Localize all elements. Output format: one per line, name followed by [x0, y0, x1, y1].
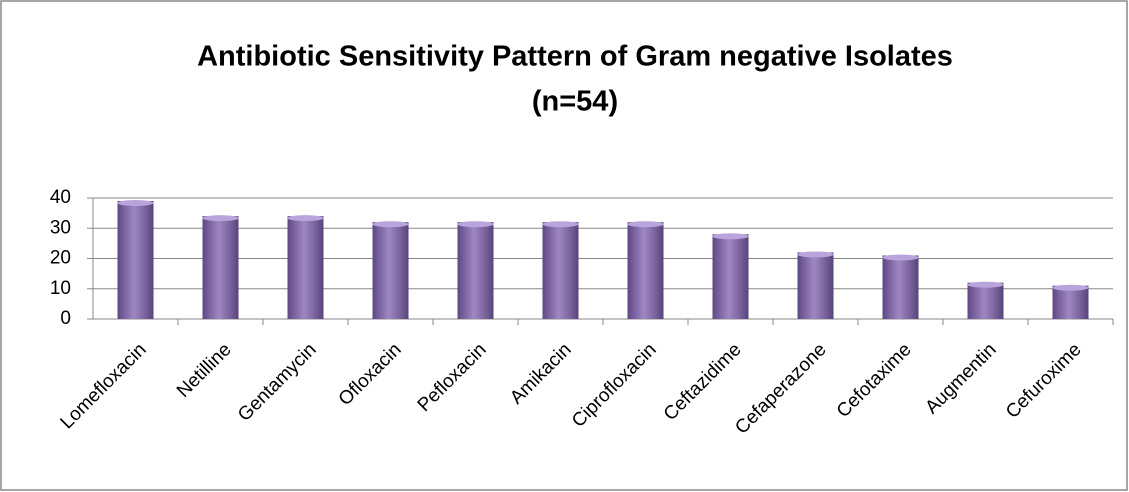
bar-shine	[712, 234, 749, 319]
bar-shine	[457, 222, 494, 319]
y-tick-label: 20	[50, 248, 71, 269]
y-tick-label: 10	[50, 278, 71, 299]
bar-cap	[287, 215, 324, 222]
y-tick-label: 40	[50, 187, 71, 208]
bar-shine	[1052, 285, 1089, 319]
chart-title: Antibiotic Sensitivity Pattern of Gram n…	[197, 41, 953, 73]
bar-shine	[542, 222, 579, 319]
bar-shine	[117, 201, 154, 319]
bar-cap	[627, 221, 664, 228]
bar-cap	[882, 254, 919, 261]
bar-shine	[797, 252, 834, 319]
bar-cap	[117, 200, 154, 207]
bar-cap	[967, 281, 1004, 288]
bar-cap	[202, 215, 239, 222]
y-tick-label: 30	[50, 217, 71, 238]
bar-cap	[457, 221, 494, 228]
bar-shine	[202, 216, 239, 319]
bar-cap	[712, 233, 749, 240]
bar-shine	[967, 282, 1004, 319]
bar-cap	[797, 251, 834, 258]
bar-shine	[287, 216, 324, 319]
bar-cap	[1052, 284, 1089, 291]
y-tick-label: 0	[60, 308, 71, 329]
bar-shine	[372, 222, 409, 319]
chart-title: (n=54)	[532, 86, 618, 118]
bar-shine	[882, 255, 919, 319]
bar-cap	[542, 221, 579, 228]
bar-cap	[372, 221, 409, 228]
bar-shine	[627, 222, 664, 319]
